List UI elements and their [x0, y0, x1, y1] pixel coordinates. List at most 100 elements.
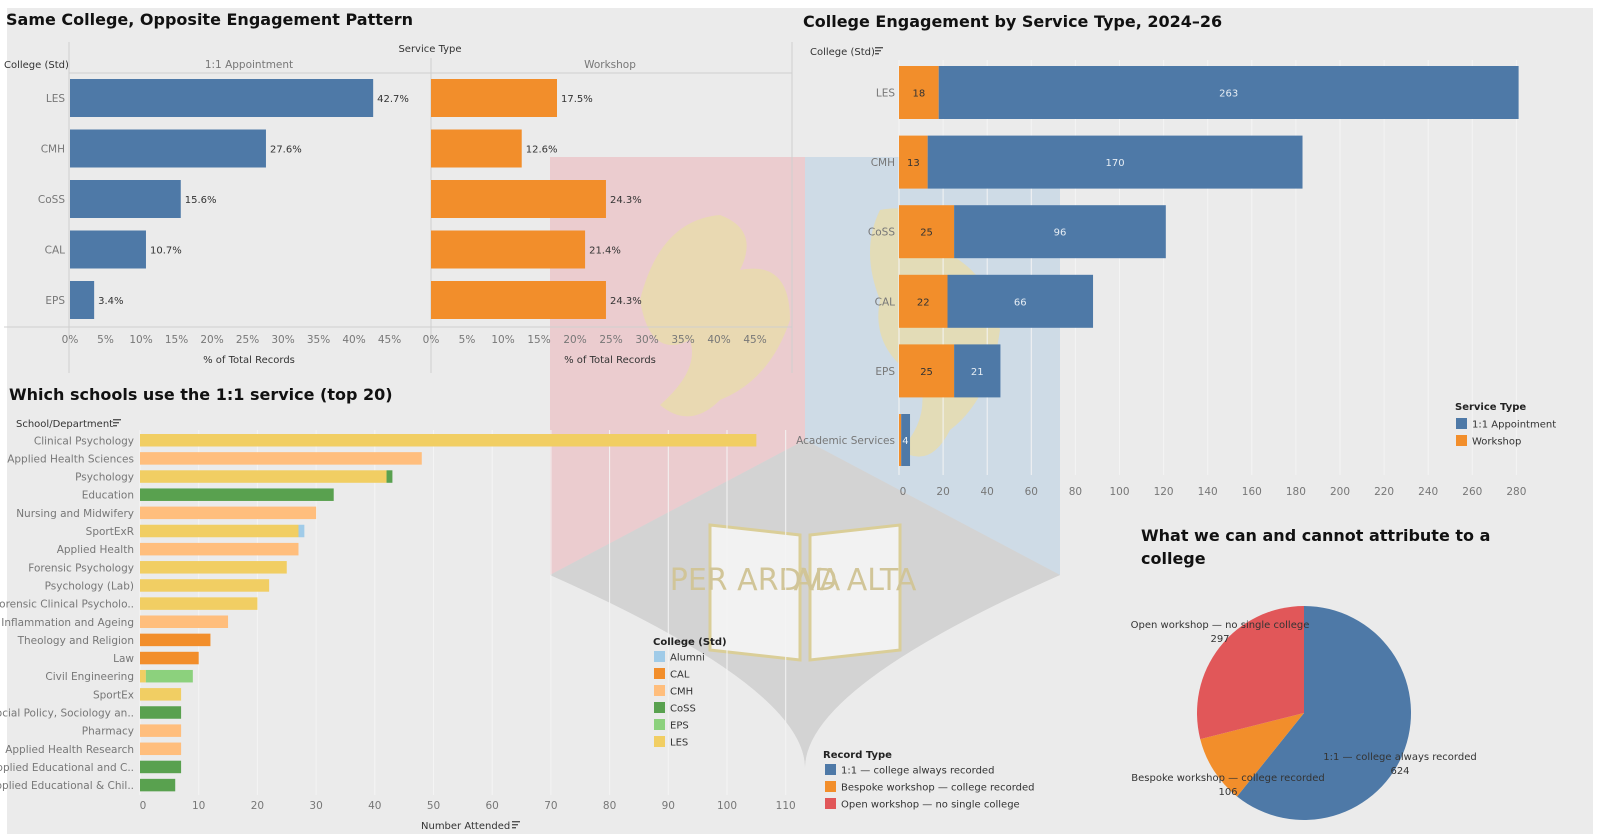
chart3-bar-segment[interactable] — [140, 688, 182, 701]
legend-label: Bespoke workshop — college recorded — [841, 783, 1034, 794]
chart3-bar-segment[interactable] — [140, 561, 287, 574]
chart3-bar-segment[interactable] — [140, 706, 182, 719]
chart2-data-label: 22 — [917, 297, 930, 308]
chart1-bar[interactable] — [431, 281, 606, 319]
sort-icon[interactable] — [875, 47, 883, 55]
crest-book-shape — [708, 523, 902, 662]
chart2-x-tick: 80 — [1069, 486, 1082, 498]
chart2-data-label: 13 — [907, 158, 920, 169]
chart1-bar[interactable] — [431, 129, 522, 168]
chart1-data-label: 24.3% — [610, 296, 642, 307]
chart3-bar-segment[interactable] — [140, 524, 299, 538]
chart3-row-header: School/Department — [16, 419, 113, 430]
legend-swatch — [825, 764, 836, 775]
chart1-panel-header-workshop: Workshop — [584, 59, 636, 71]
chart4-title-line1: What we can and cannot attribute to a — [1141, 526, 1490, 545]
chart1-bar[interactable] — [70, 230, 146, 269]
chart1-title: Same College, Opposite Engagement Patter… — [6, 10, 413, 29]
legend-swatch — [654, 736, 665, 747]
chart2-category-label: CAL — [875, 296, 896, 308]
chart1-column-header: Service Type — [398, 44, 461, 55]
chart1-bar[interactable] — [431, 230, 586, 269]
chart3-bar-segment[interactable] — [145, 669, 193, 683]
chart1-bar[interactable] — [431, 79, 557, 117]
chart1-bar[interactable] — [70, 129, 266, 168]
chart2-row-header: College (Std) — [810, 47, 875, 58]
chart1-category-label: CAL — [45, 245, 66, 257]
chart3-bar-segment[interactable] — [140, 434, 757, 447]
sort-icon[interactable] — [113, 419, 121, 427]
chart3-bar-segment[interactable] — [140, 506, 317, 520]
chart3-bar-segment[interactable] — [140, 542, 299, 556]
chart2-bar-1to1[interactable] — [954, 344, 1001, 398]
college-legend-title: College (Std) — [653, 637, 727, 648]
chart3-x-tick: 80 — [603, 800, 616, 812]
chart4-title-line2: college — [1141, 549, 1206, 568]
chart3-bar-segment[interactable] — [140, 452, 422, 465]
chart2-bar-1to1[interactable] — [938, 66, 1519, 119]
chart3-category-label: Applied Educational & Chil.. — [0, 780, 134, 792]
chart1-x-tick: 40% — [342, 334, 365, 346]
chart3-bar-segment[interactable] — [298, 524, 305, 538]
schools-chart: Which schools use the 1:1 service (top 2… — [0, 385, 796, 832]
chart1-bar[interactable] — [431, 180, 606, 218]
pie-slice[interactable] — [1197, 606, 1304, 740]
chart2-bar-1to1[interactable] — [954, 205, 1166, 259]
chart2-bar-1to1[interactable] — [947, 274, 1094, 328]
chart1-data-label: 15.6% — [185, 195, 217, 206]
chart2-x-tick: 220 — [1374, 486, 1394, 498]
chart1-x-tick: 30% — [271, 334, 294, 346]
chart3-bar-segment[interactable] — [140, 633, 211, 647]
chart3-bar-segment[interactable] — [140, 669, 146, 683]
chart3-bar-segment[interactable] — [140, 778, 176, 792]
chart2-bar-workshop[interactable] — [899, 135, 928, 189]
chart1-bar[interactable] — [70, 79, 374, 117]
chart3-bar-segment[interactable] — [140, 579, 270, 592]
crest-motto-right: AD ALTA — [794, 563, 917, 598]
chart3-x-tick: 40 — [368, 800, 381, 812]
chart2-bar-workshop[interactable] — [899, 274, 948, 328]
chart3-category-label: Pharmacy — [82, 726, 134, 738]
legend-swatch — [654, 702, 665, 713]
chart3-bar-segment[interactable] — [140, 742, 182, 756]
chart3-category-label: Applied Educational and C.. — [0, 762, 134, 774]
chart3-bar-segment[interactable] — [140, 651, 199, 665]
chart1-x-tick: 15% — [527, 334, 550, 346]
chart1-x-tick: 40% — [707, 334, 730, 346]
chart3-category-label: Clinical Psychology — [34, 435, 134, 447]
crest-grey-base — [550, 440, 1060, 768]
chart2-bar-workshop[interactable] — [899, 205, 955, 259]
chart1-data-label: 12.6% — [526, 145, 558, 156]
chart1-x-tick: 35% — [671, 334, 694, 346]
chart2-bar-workshop[interactable] — [899, 344, 955, 398]
chart1-data-label: 10.7% — [150, 246, 182, 257]
pie-slice[interactable] — [1237, 606, 1411, 821]
chart2-bar-workshop[interactable] — [899, 66, 939, 119]
chart2-x-tick: 240 — [1418, 486, 1438, 498]
chart3-bar-segment[interactable] — [140, 760, 182, 774]
chart2-bar-workshop[interactable] — [899, 414, 902, 466]
pie-slice-value: 297 — [1210, 634, 1229, 645]
chart3-bar-segment[interactable] — [140, 724, 182, 737]
sort-icon[interactable] — [512, 821, 520, 829]
pie-slice[interactable] — [1200, 713, 1304, 797]
crest-lion-shape — [640, 215, 790, 417]
chart3-bar-segment[interactable] — [140, 597, 258, 610]
chart1-bar[interactable] — [70, 180, 181, 218]
chart3-category-label: Social Policy, Sociology an.. — [0, 708, 134, 720]
chart2-bar-1to1[interactable] — [927, 135, 1303, 189]
pie-slice-value: 106 — [1218, 787, 1237, 798]
chart1-category-label: CMH — [41, 144, 65, 156]
legend-label: LES — [670, 738, 688, 749]
chart1-x-tick: 45% — [743, 334, 766, 346]
chart3-bar-segment[interactable] — [140, 470, 387, 483]
chart3-bar-segment[interactable] — [140, 615, 229, 629]
pie-slice-name: 1:1 — college always recorded — [1323, 752, 1476, 763]
pie-slice-name: Open workshop — no single college — [1131, 620, 1310, 631]
chart2-bar-1to1[interactable] — [901, 414, 911, 466]
chart3-bar-segment[interactable] — [140, 488, 334, 501]
chart2-x-tick: 20 — [936, 486, 949, 498]
chart3-bar-segment[interactable] — [386, 470, 393, 483]
chart1-bar[interactable] — [70, 281, 95, 319]
